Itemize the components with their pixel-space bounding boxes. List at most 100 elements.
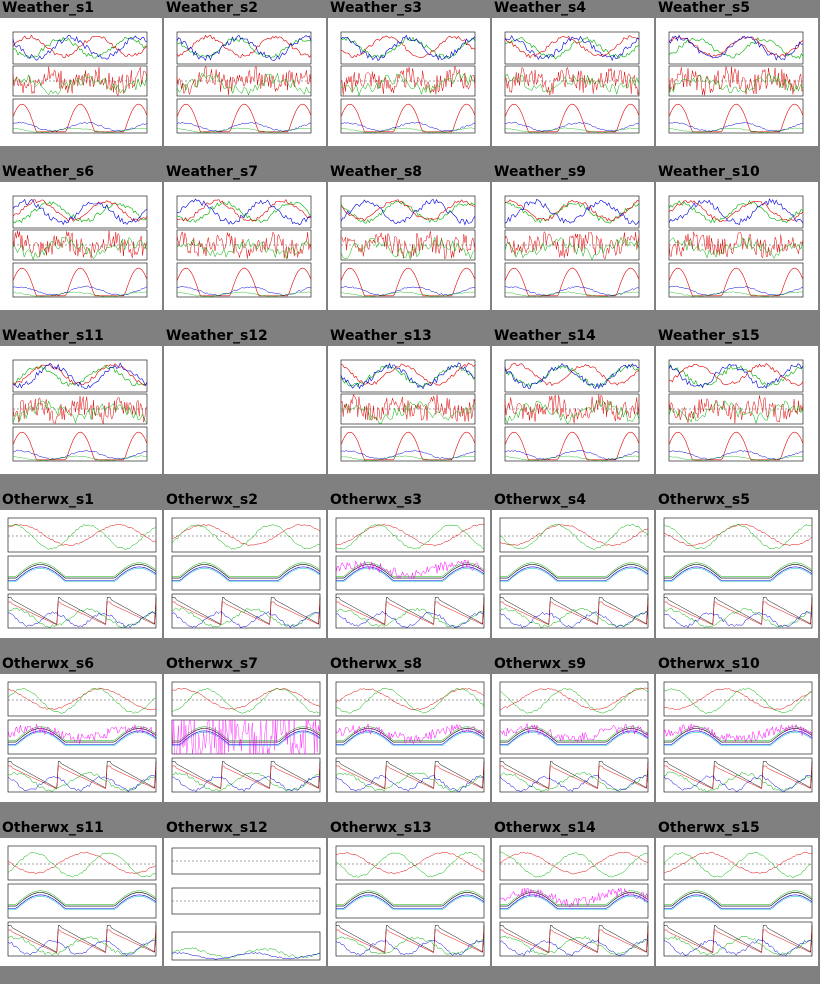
plot-thumbnail-cell[interactable]: Weather_s10 — [656, 164, 818, 326]
middle-series-black — [172, 564, 321, 579]
plot-image[interactable] — [164, 674, 326, 802]
middle-series-blue — [664, 566, 813, 581]
bottom-series-blue — [499, 939, 649, 957]
middle-series-black — [500, 564, 649, 579]
plot-image[interactable] — [0, 18, 162, 146]
bottom-series-red — [172, 765, 321, 790]
plot-image[interactable] — [656, 182, 818, 310]
plot-image[interactable] — [0, 182, 162, 310]
plot-image[interactable] — [328, 18, 490, 146]
plot-image[interactable] — [164, 18, 326, 146]
wind-direction-series — [12, 400, 148, 424]
temperature-series-blue — [176, 198, 312, 226]
plot-image[interactable] — [492, 18, 654, 146]
plot-thumbnail-cell[interactable]: Otherwx_s10 — [656, 656, 818, 818]
plot-image[interactable] — [164, 182, 326, 310]
plot-image[interactable] — [0, 674, 162, 802]
plot-thumbnail-cell[interactable]: Weather_s11 — [0, 328, 162, 490]
middle-series-green — [664, 890, 813, 905]
top-series-green — [335, 851, 485, 878]
plot-thumbnail-cell[interactable]: Otherwx_s14 — [492, 820, 654, 982]
plot-image[interactable] — [0, 838, 162, 966]
plot-thumbnail-cell[interactable]: Otherwx_s7 — [164, 656, 326, 818]
plot-svg — [12, 359, 148, 462]
plot-thumbnail-cell[interactable]: Weather_s13 — [328, 328, 490, 490]
plot-title: Otherwx_s6 — [2, 656, 94, 672]
plot-image[interactable] — [492, 838, 654, 966]
plot-image[interactable] — [492, 674, 654, 802]
plot-image[interactable] — [328, 838, 490, 966]
plot-thumbnail-cell[interactable]: Weather_s3 — [328, 0, 490, 162]
bottom-series-blue — [335, 774, 485, 792]
plot-thumbnail-cell[interactable]: Weather_s1 — [0, 0, 162, 162]
plot-image[interactable] — [328, 674, 490, 802]
plot-thumbnail-cell[interactable]: Weather_s14 — [492, 328, 654, 490]
plot-thumbnail-cell[interactable]: Otherwx_s1 — [0, 492, 162, 654]
radiation-series-green — [668, 291, 804, 297]
plot-thumbnail-cell[interactable]: Weather_s12 — [164, 328, 326, 490]
radiation-series-blue — [504, 449, 640, 461]
plot-thumbnail-cell[interactable]: Weather_s9 — [492, 164, 654, 326]
top-series-green — [663, 524, 813, 550]
plot-image[interactable] — [656, 674, 818, 802]
plot-title: Otherwx_s15 — [658, 820, 760, 836]
plot-image[interactable] — [328, 182, 490, 310]
plot-image[interactable] — [492, 510, 654, 638]
plot-image[interactable] — [164, 838, 326, 966]
radiation-series-blue — [12, 285, 148, 296]
plot-thumbnail-cell[interactable]: Otherwx_s11 — [0, 820, 162, 982]
plot-thumbnail-cell[interactable]: Weather_s8 — [328, 164, 490, 326]
plot-image[interactable] — [164, 346, 326, 474]
plot-image[interactable] — [492, 346, 654, 474]
middle-series-blue — [664, 894, 813, 909]
top-series-red — [335, 523, 485, 547]
plot-thumbnail-cell[interactable]: Weather_s5 — [656, 0, 818, 162]
middle-series-cyan — [172, 567, 321, 583]
temperature-series-blue — [12, 198, 148, 226]
temperature-series-red — [176, 34, 312, 58]
plot-thumbnail-cell[interactable]: Otherwx_s9 — [492, 656, 654, 818]
plot-image[interactable] — [164, 510, 326, 638]
plot-svg — [340, 195, 476, 298]
wind-speed-series — [504, 230, 640, 259]
plot-thumbnail-cell[interactable]: Otherwx_s6 — [0, 656, 162, 818]
plot-title: Weather_s2 — [166, 0, 259, 16]
plot-title: Weather_s14 — [494, 328, 596, 344]
temperature-series-red — [177, 198, 312, 222]
temperature-panel — [340, 359, 476, 393]
plot-title: Weather_s13 — [330, 328, 432, 344]
plot-thumbnail-cell[interactable]: Otherwx_s3 — [328, 492, 490, 654]
top-series-red — [7, 851, 157, 874]
top-panel — [663, 681, 813, 717]
top-series-green — [7, 523, 157, 550]
plot-image[interactable] — [328, 346, 490, 474]
plot-thumbnail-cell[interactable]: Weather_s4 — [492, 0, 654, 162]
radiation-panel — [340, 98, 476, 134]
plot-thumbnail-cell[interactable]: Weather_s7 — [164, 164, 326, 326]
plot-title: Weather_s11 — [2, 328, 104, 344]
plot-image[interactable] — [0, 510, 162, 638]
plot-thumbnail-cell[interactable]: Otherwx_s12 — [164, 820, 326, 982]
plot-thumbnail-cell[interactable]: Weather_s2 — [164, 0, 326, 162]
plot-image[interactable] — [328, 510, 490, 638]
plot-thumbnail-cell[interactable]: Weather_s6 — [0, 164, 162, 326]
temperature-panel — [340, 195, 476, 229]
plot-thumbnail-cell[interactable]: Weather_s15 — [656, 328, 818, 490]
middle-panel — [663, 555, 813, 591]
plot-thumbnail-cell[interactable]: Otherwx_s8 — [328, 656, 490, 818]
middle-panel — [7, 719, 157, 755]
plot-thumbnail-cell[interactable]: Otherwx_s15 — [656, 820, 818, 982]
middle-panel — [335, 719, 485, 755]
plot-image[interactable] — [656, 510, 818, 638]
plot-image[interactable] — [0, 346, 162, 474]
plot-image[interactable] — [656, 18, 818, 146]
middle-series-green — [336, 562, 485, 577]
plot-image[interactable] — [492, 182, 654, 310]
plot-thumbnail-cell[interactable]: Otherwx_s5 — [656, 492, 818, 654]
plot-thumbnail-cell[interactable]: Otherwx_s2 — [164, 492, 326, 654]
plot-thumbnail-cell[interactable]: Otherwx_s4 — [492, 492, 654, 654]
bottom-series-black — [664, 597, 813, 625]
plot-thumbnail-cell[interactable]: Otherwx_s13 — [328, 820, 490, 982]
plot-image[interactable] — [656, 346, 818, 474]
plot-image[interactable] — [656, 838, 818, 966]
